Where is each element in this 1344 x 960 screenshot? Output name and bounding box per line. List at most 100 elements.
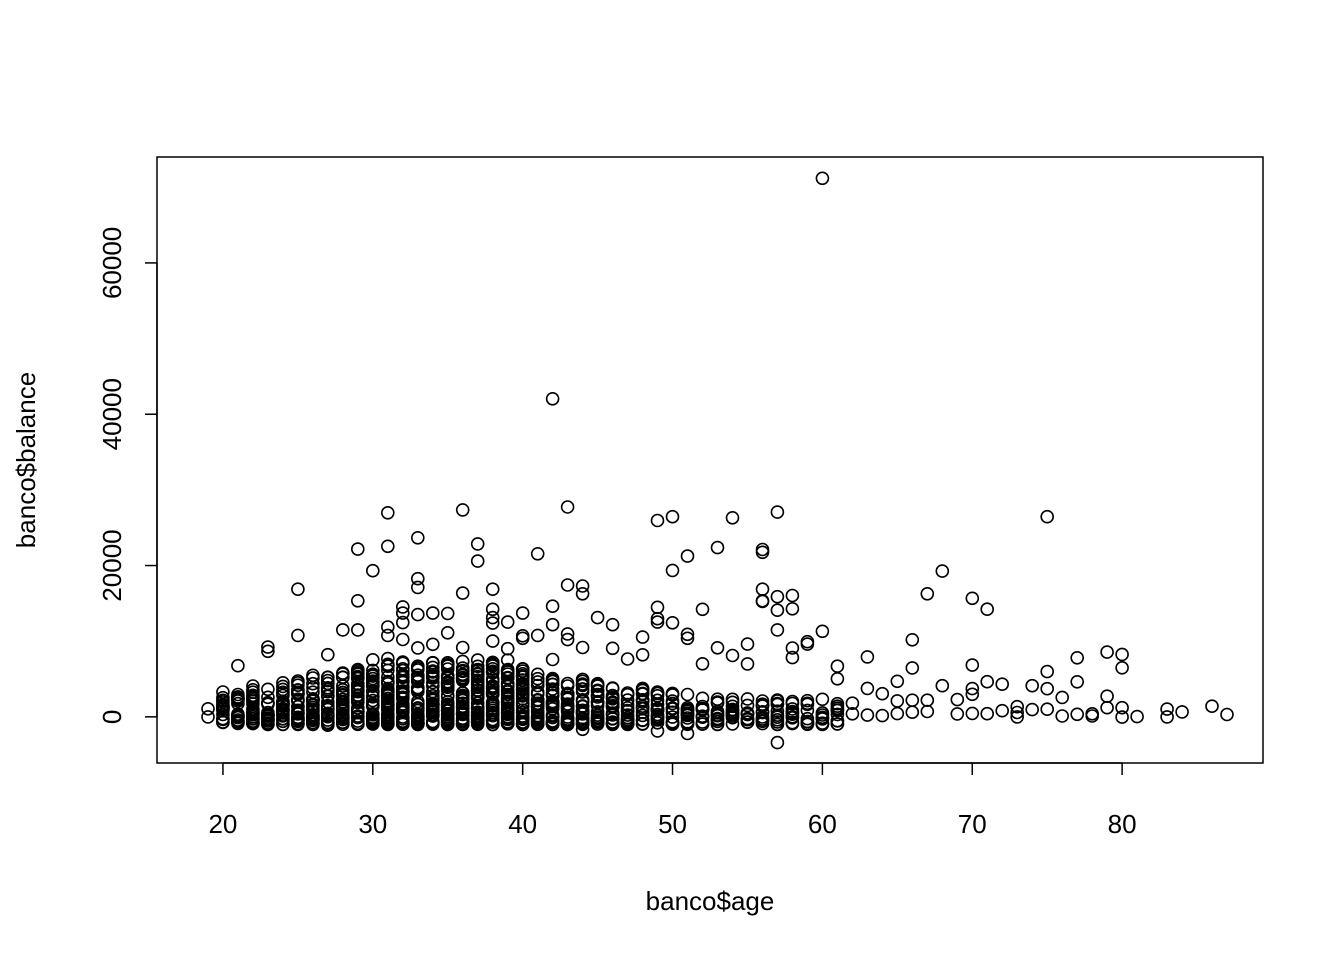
data-point bbox=[395, 667, 410, 682]
data-point bbox=[261, 705, 275, 720]
data-point bbox=[815, 712, 830, 726]
data-point bbox=[455, 714, 470, 729]
data-point bbox=[365, 652, 380, 667]
data-point bbox=[470, 537, 485, 551]
y-tick-label: 20000 bbox=[97, 529, 127, 601]
data-point bbox=[515, 703, 530, 718]
data-point bbox=[770, 710, 785, 725]
data-point bbox=[590, 610, 605, 625]
data-point bbox=[365, 684, 380, 698]
y-axis-title: banco$balance bbox=[11, 372, 41, 548]
data-point bbox=[455, 654, 470, 669]
data-point bbox=[350, 593, 365, 608]
data-point bbox=[830, 703, 845, 717]
data-point bbox=[635, 686, 650, 701]
data-point bbox=[216, 711, 230, 726]
data-point bbox=[485, 616, 500, 630]
data-point bbox=[365, 693, 380, 708]
data-point bbox=[1085, 706, 1099, 721]
data-point bbox=[350, 662, 365, 677]
data-point bbox=[365, 689, 380, 703]
data-point bbox=[500, 687, 515, 702]
data-point bbox=[740, 692, 755, 706]
data-point bbox=[725, 709, 740, 723]
data-point bbox=[995, 677, 1010, 692]
data-point bbox=[335, 687, 350, 702]
data-point bbox=[770, 603, 785, 618]
data-point bbox=[1115, 647, 1129, 662]
data-point bbox=[665, 688, 680, 702]
x-axis: 20 30 40 50 60 70 80 bbox=[208, 762, 1137, 839]
data-point bbox=[575, 703, 590, 718]
x-tick-label: 80 bbox=[1108, 809, 1137, 839]
data-point bbox=[560, 701, 575, 716]
data-point bbox=[530, 692, 545, 707]
data-point bbox=[246, 716, 260, 731]
data-point bbox=[650, 703, 665, 717]
data-point bbox=[680, 631, 695, 646]
data-point bbox=[485, 602, 500, 617]
data-point bbox=[935, 678, 950, 693]
data-point bbox=[800, 711, 815, 726]
data-point bbox=[350, 717, 365, 732]
data-point bbox=[1055, 690, 1069, 705]
data-point bbox=[470, 706, 485, 721]
data-point bbox=[425, 660, 440, 675]
data-point bbox=[755, 716, 770, 731]
data-point bbox=[575, 579, 590, 593]
data-point bbox=[680, 627, 695, 642]
data-point bbox=[306, 676, 320, 691]
data-point bbox=[500, 702, 515, 716]
data-point bbox=[515, 712, 530, 726]
data-point bbox=[575, 586, 590, 601]
data-point bbox=[470, 653, 485, 667]
x-tick-label: 50 bbox=[658, 809, 687, 839]
data-point bbox=[410, 660, 425, 675]
data-point bbox=[935, 564, 950, 578]
data-point bbox=[365, 715, 380, 730]
data-point bbox=[545, 699, 560, 714]
data-point bbox=[410, 530, 425, 545]
data-point bbox=[740, 637, 755, 651]
data-point bbox=[725, 692, 740, 707]
data-point bbox=[575, 699, 590, 713]
data-point bbox=[276, 675, 290, 690]
data-point bbox=[785, 588, 800, 603]
data-point bbox=[830, 671, 845, 686]
data-point bbox=[785, 641, 800, 655]
data-point bbox=[665, 710, 680, 724]
data-point bbox=[575, 722, 590, 737]
data-point bbox=[320, 647, 335, 662]
data-point bbox=[545, 696, 560, 710]
data-point bbox=[575, 682, 590, 696]
data-point bbox=[770, 694, 785, 708]
data-point bbox=[560, 632, 575, 647]
data-point bbox=[261, 644, 275, 659]
data-point bbox=[605, 708, 620, 722]
data-point bbox=[320, 670, 335, 685]
data-point bbox=[500, 615, 515, 629]
y-axis: 0 20000 40000 60000 bbox=[97, 227, 158, 724]
data-point bbox=[725, 510, 740, 525]
data-point bbox=[755, 542, 770, 557]
data-point bbox=[350, 709, 365, 724]
data-point bbox=[231, 715, 245, 730]
data-point bbox=[695, 656, 710, 671]
data-point bbox=[276, 695, 290, 709]
data-point bbox=[291, 712, 305, 726]
data-point bbox=[335, 703, 350, 718]
data-point bbox=[395, 685, 410, 699]
data-point bbox=[246, 685, 260, 700]
data-point bbox=[650, 709, 665, 724]
data-point bbox=[635, 716, 650, 731]
data-point bbox=[425, 709, 440, 723]
data-point bbox=[306, 692, 320, 706]
data-point bbox=[246, 679, 260, 693]
data-point bbox=[545, 685, 560, 700]
data-point bbox=[1115, 710, 1129, 724]
data-point bbox=[335, 679, 350, 693]
data-point bbox=[320, 676, 335, 691]
data-point bbox=[246, 712, 260, 726]
data-point bbox=[350, 623, 365, 637]
